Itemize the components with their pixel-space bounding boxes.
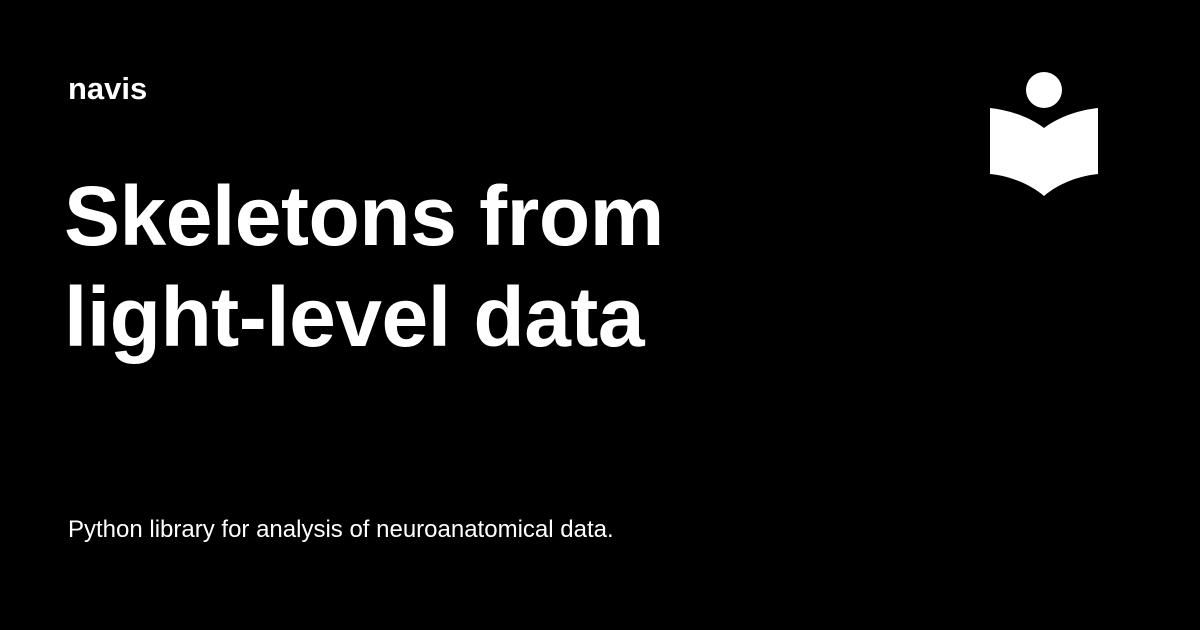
page-title: Skeletons from light-level data	[64, 166, 824, 368]
page-title-line-1: Skeletons from	[64, 169, 664, 263]
page-title-line-2: light-level data	[64, 270, 645, 364]
site-name: navis	[68, 71, 148, 106]
reader-book-icon	[988, 70, 1100, 198]
page-description: Python library for analysis of neuroanat…	[68, 516, 614, 543]
